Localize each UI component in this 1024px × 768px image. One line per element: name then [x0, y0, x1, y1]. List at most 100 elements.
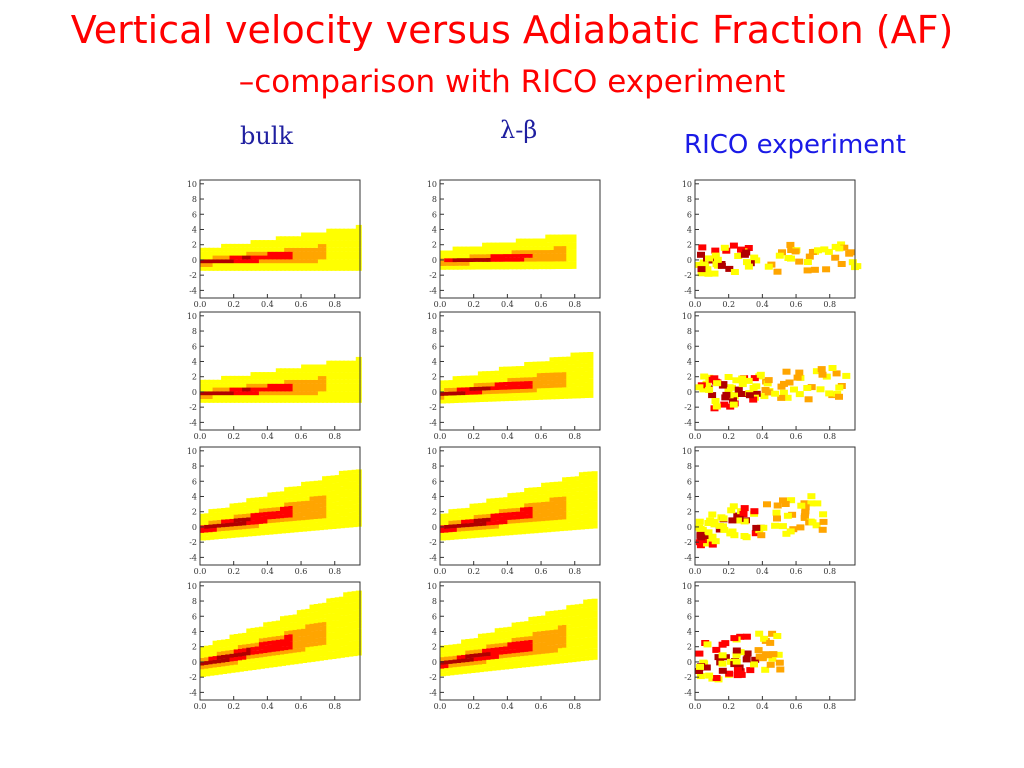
- panel-r3-c1-cell: [216, 523, 223, 528]
- panel-r3-c2-cell: [536, 490, 543, 495]
- panel-r3-c2-cell: [583, 479, 590, 484]
- panel-r3-c1-cell: [225, 507, 232, 512]
- panel-r1-c1-cell: [322, 247, 329, 252]
- panel-r2-c3-cell: [720, 401, 729, 408]
- panel-r4-c1-cell: [326, 636, 333, 641]
- panel-r4-c1-cell: [288, 641, 295, 646]
- panel-r4-c1-cell: [258, 657, 265, 662]
- panel-r4-c2-cell: [532, 658, 539, 663]
- panel-r3-c3-cell: [730, 532, 739, 539]
- panel-r4-c2-cell: [545, 645, 552, 650]
- panel-r3-c1-cell: [263, 515, 270, 520]
- panel-r3-c1-cell: [250, 524, 257, 529]
- panel-r3-c1-cell: [288, 498, 295, 503]
- panel-r4-c2-cell: [486, 648, 493, 653]
- panel-r3-c2-cell: [482, 521, 489, 526]
- panel-r3-c1-cell: [317, 522, 324, 527]
- panel-r1-c3-cell: [743, 259, 751, 266]
- panel-r3-c2-cell: [553, 489, 560, 494]
- panel-r3-c2-cell: [486, 498, 493, 503]
- panel-r2-c3-ytick-label: 8: [687, 327, 692, 336]
- panel-r3-c1-ytick-label: 2: [192, 508, 197, 517]
- panel-r1-c2-cell: [536, 249, 543, 254]
- panel-r1-c1-cell: [271, 259, 278, 264]
- panel-r3-c1-cell: [338, 512, 345, 517]
- panel-r4-c3-cell: [743, 650, 752, 657]
- panel-r2-c2-cell: [452, 399, 459, 403]
- panel-r4-c1-cell: [292, 656, 299, 661]
- panel-r3-c1-cell: [313, 488, 320, 493]
- panel-r1-c2-cell: [503, 253, 510, 258]
- panel-r3-c3-cell: [779, 497, 787, 504]
- panel-r3-c1-cell: [258, 504, 265, 509]
- panel-r3-c2-cell: [583, 509, 590, 514]
- panel-r3-c2-cell: [524, 522, 531, 527]
- panel-r3-c1-cell: [313, 522, 320, 527]
- panel-r3-c1-cell: [334, 482, 341, 487]
- panel-r2-c1-cell: [246, 395, 253, 399]
- panel-r2-c2-cell: [578, 382, 585, 387]
- panel-r2-c2-cell: [536, 376, 543, 381]
- panel-r4-c3-cell: [737, 671, 746, 678]
- panel-r3-c1-cell: [351, 473, 358, 478]
- panel-r3-c1-cell: [280, 495, 286, 500]
- panel-r1-c2-ytick-label: 4: [432, 225, 437, 234]
- panel-r1-c1-cell: [301, 240, 308, 245]
- panel-r4-c2-cell: [536, 619, 543, 624]
- panel-r4-c1-cell: [271, 636, 278, 641]
- panel-r4-c2-cell: [444, 645, 451, 650]
- panel-r2-c1-cell: [254, 391, 261, 396]
- panel-r2-c1-cell: [258, 398, 265, 403]
- panel-r1-c2-cell: [461, 258, 468, 262]
- panel-r1-c3-cell: [831, 254, 840, 261]
- panel-r4-c1-cell: [309, 657, 316, 662]
- panel-r4-c2-cell: [477, 668, 484, 673]
- panel-r1-c1-cell: [288, 247, 295, 252]
- panel-r3-c2-cell: [477, 529, 484, 534]
- panel-r1-c1-cell: [208, 255, 215, 260]
- panel-r3-c2-cell: [549, 501, 556, 506]
- panel-r2-c2-cell: [461, 394, 468, 399]
- panel-r2-c2-cell: [473, 375, 480, 380]
- panel-r3-c1-cell: [326, 483, 333, 488]
- panel-r2-c1-cell: [330, 379, 337, 384]
- panel-r3-c2-cell: [503, 501, 510, 506]
- panel-r3-c1-cell: [221, 534, 228, 539]
- panel-r2-c1-cell: [351, 375, 358, 380]
- panel-r2-c1-cell: [208, 391, 215, 396]
- panel-r3-c1-cell: [317, 510, 324, 515]
- panel-r2-c2-cell: [520, 392, 526, 397]
- panel-r3-c3-ytick-label: 0: [687, 523, 692, 532]
- panel-r2-c2-cell: [520, 373, 526, 378]
- panel-r3-c1-cell: [216, 516, 223, 520]
- panel-r1-c1-xtick-label: 0.4: [261, 300, 274, 309]
- panel-r4-c1-cell: [330, 609, 337, 614]
- panel-r4-c1-cell: [330, 601, 337, 606]
- panel-r1-c1-cell: [296, 240, 303, 245]
- panel-r3-c1-cell: [258, 519, 265, 524]
- panel-r1-c2-cell: [473, 254, 480, 259]
- panel-r3-c2-cell: [553, 481, 560, 486]
- panel-r1-c3-cell: [775, 252, 784, 259]
- panel-r3-c2-cell: [574, 510, 581, 515]
- panel-r1-c2-cell: [566, 253, 573, 258]
- panel-r1-c1-cell: [271, 243, 278, 248]
- panel-r4-c2-cell: [461, 662, 468, 667]
- panel-r4-c1-cell: [258, 642, 265, 646]
- panel-r4-c2-cell: [515, 652, 522, 657]
- panel-r4-c1-cell: [284, 615, 291, 620]
- panel-r2-c1-cell: [250, 383, 257, 388]
- panel-r2-c2-cell: [520, 385, 526, 389]
- panel-r1-c1-cell: [343, 232, 350, 237]
- panel-r4-c2-cell: [591, 598, 598, 603]
- panel-r3-c1-cell: [212, 508, 219, 513]
- panel-r1-c2-cell: [444, 265, 451, 270]
- panel-r2-c2-cell: [503, 366, 510, 371]
- panel-r4-c1-cell: [326, 598, 333, 603]
- panel-r2-c1-cell: [347, 383, 354, 388]
- panel-r1-c1-cell: [338, 232, 345, 237]
- panel-r3-c2-cell: [562, 500, 569, 505]
- panel-r4-c1-cell: [326, 625, 333, 630]
- panel-r4-c1-cell: [258, 630, 265, 635]
- panel-r2-c2-cell: [469, 379, 476, 384]
